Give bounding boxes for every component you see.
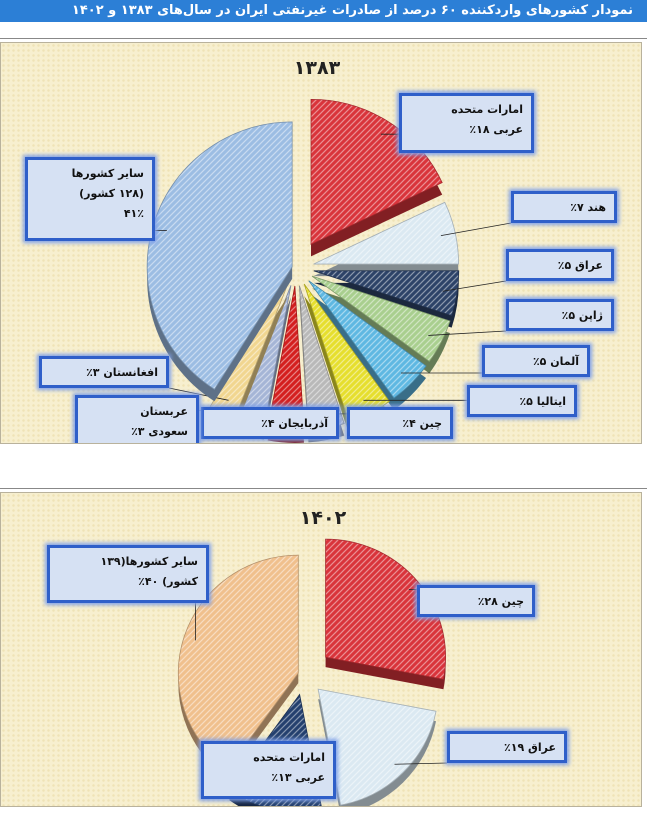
pie-slice bbox=[317, 688, 437, 806]
chart-header: نمودار کشورهای وارد‌کننده ۶۰ درصد از صاد… bbox=[0, 0, 647, 22]
pie-slice bbox=[313, 201, 459, 277]
pie-slice bbox=[177, 554, 299, 779]
data-label-line: سایر کشورها(۱۳۹ bbox=[100, 555, 198, 568]
data-label: هند ۷٪ bbox=[511, 191, 617, 223]
data-label: عراق ۱۹٪ bbox=[447, 731, 567, 763]
data-label: سایر کشورها (۱۲۸ کشور) ۴۱٪ bbox=[25, 157, 155, 241]
pie-slice bbox=[146, 121, 293, 402]
pie-slice-top bbox=[325, 538, 446, 680]
data-label-line: ۴۱٪ bbox=[123, 207, 144, 220]
divider-1 bbox=[0, 38, 647, 39]
data-label: عربستان سعودی ۳٪ bbox=[75, 395, 199, 443]
leader-line bbox=[168, 387, 229, 401]
data-label-line: عراق ۱۹٪ bbox=[504, 741, 556, 754]
pie-slice-top bbox=[317, 688, 437, 806]
data-label-line: ایتالیا ۵٪ bbox=[519, 395, 566, 408]
pie-slice-top bbox=[177, 554, 299, 770]
divider-2 bbox=[0, 488, 647, 489]
data-label-line: آذربایجان ۴٪ bbox=[261, 417, 328, 430]
data-label-line: ژاپن ۵٪ bbox=[561, 309, 603, 322]
pie-slice-top bbox=[310, 98, 443, 245]
data-label: افغانستان ۳٪ bbox=[39, 356, 169, 388]
data-label: ژاپن ۵٪ bbox=[506, 299, 614, 331]
chart-title-1383: ۱۳۸۳ bbox=[293, 57, 341, 79]
pie-slice bbox=[325, 538, 446, 690]
pie-slice-top bbox=[313, 270, 460, 317]
pie-slice bbox=[308, 280, 427, 411]
data-label-line: عربی ۱۳٪ bbox=[271, 771, 325, 784]
pie-slice bbox=[310, 98, 443, 257]
pie-chart-1383 bbox=[146, 98, 512, 443]
data-label-line: عربی ۱۸٪ bbox=[469, 123, 523, 136]
pie-slice-top bbox=[308, 280, 427, 399]
data-label-line: امارات متحده bbox=[451, 103, 523, 116]
chart-title-1402: ۱۴۰۲ bbox=[299, 507, 347, 529]
data-label-line: عربستان bbox=[140, 405, 188, 418]
data-label: عراق ۵٪ bbox=[506, 249, 614, 281]
data-label: سایر کشورها(۱۳۹ کشور) ۴۰٪ bbox=[47, 545, 209, 603]
data-label-line: سایر کشورها bbox=[71, 167, 144, 180]
data-label-line: کشور) ۴۰٪ bbox=[138, 575, 198, 588]
data-label-line: سعودی ۳٪ bbox=[131, 425, 188, 438]
data-label-line: عراق ۵٪ bbox=[557, 259, 603, 272]
data-label-line: (۱۲۸ کشور) bbox=[79, 187, 144, 200]
data-label-line: امارات متحده bbox=[253, 751, 325, 764]
data-label-line: هند ۷٪ bbox=[570, 201, 606, 214]
leader-line bbox=[428, 330, 507, 336]
pie-slice-top bbox=[311, 275, 451, 362]
chart-panel-1402: ۱۴۰۲ چین ۲۸٪ عراق ۱۹٪ امارات متحده عربی ۱۳٪… bbox=[0, 492, 642, 807]
leader-line bbox=[440, 222, 512, 236]
data-label: امارات متحده عربی ۱۳٪ bbox=[201, 741, 336, 799]
data-label-line: چین ۲۸٪ bbox=[477, 595, 524, 608]
data-label: ایتالیا ۵٪ bbox=[467, 385, 577, 417]
data-label: امارات متحده عربی ۱۸٪ bbox=[399, 93, 534, 153]
data-label: چین ۲۸٪ bbox=[417, 585, 535, 617]
data-label: آذربایجان ۴٪ bbox=[201, 407, 339, 439]
chart-panel-1383: ۱۳۸۳ امارات متحده عربی ۱۸٪ هند ۷٪ عراق ۵٪ ژا… bbox=[0, 42, 642, 444]
leader-line bbox=[394, 762, 448, 765]
data-label: آلمان ۵٪ bbox=[482, 345, 590, 377]
data-label: چین ۴٪ bbox=[347, 407, 453, 439]
leader-line bbox=[442, 280, 507, 292]
data-label-line: چین ۴٪ bbox=[402, 417, 442, 430]
pie-slice-top bbox=[313, 201, 459, 265]
data-label-line: آلمان ۵٪ bbox=[532, 355, 579, 368]
data-label-line: افغانستان ۳٪ bbox=[86, 366, 158, 379]
